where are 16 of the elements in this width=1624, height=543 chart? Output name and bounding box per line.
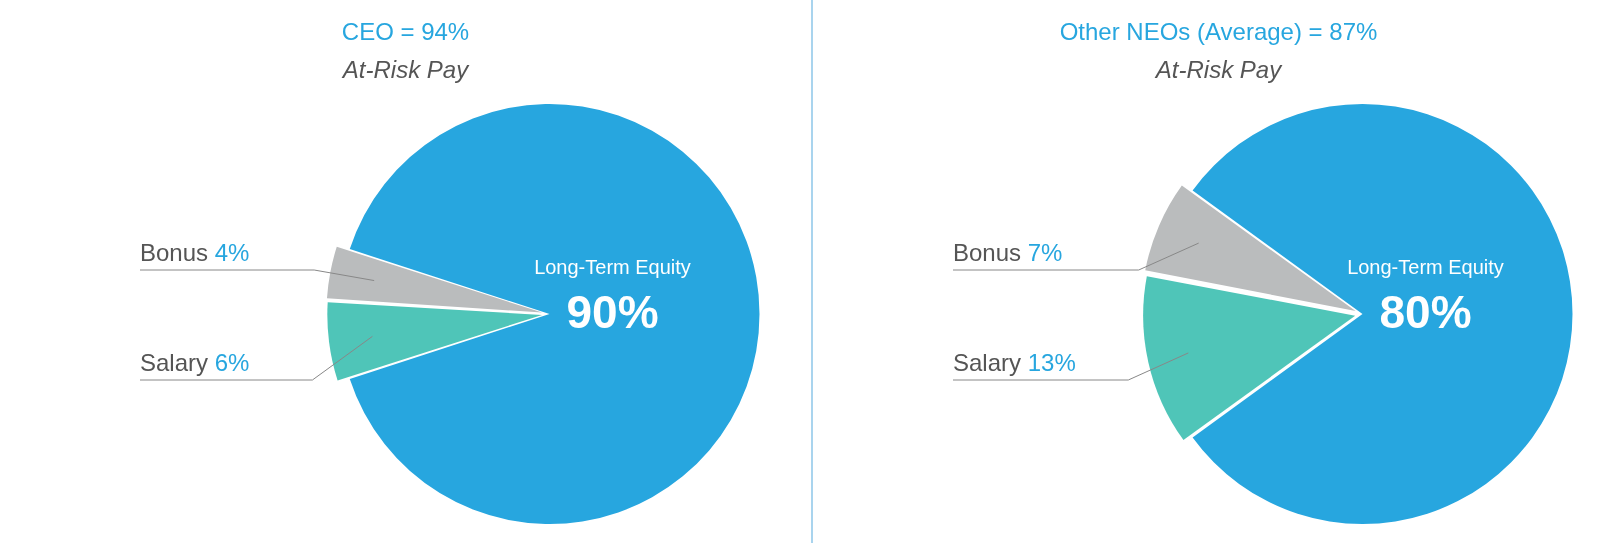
slice-label: Bonus <box>953 239 1028 266</box>
slice-label: Long-Term Equity <box>1347 256 1504 278</box>
data-label: 4% <box>214 239 250 266</box>
slice-label: Bonus <box>140 239 215 266</box>
data-label: 13% <box>1027 349 1076 376</box>
data-label: 6% <box>214 349 250 376</box>
chart-title: CEO = 94% <box>340 18 471 46</box>
data-label: 80% <box>1379 286 1472 338</box>
data-label: 90% <box>566 286 659 338</box>
data-label: 7% <box>1027 239 1063 266</box>
slice-label: Salary <box>953 349 1028 376</box>
slice-label: Salary <box>140 349 215 376</box>
slice-label: Long-Term Equity <box>534 256 691 278</box>
chart-title: Other NEOs (Average) = 87% <box>1058 18 1379 46</box>
chart-subtitle: At-Risk Pay <box>341 56 471 84</box>
chart-subtitle: At-Risk Pay <box>1154 56 1284 84</box>
